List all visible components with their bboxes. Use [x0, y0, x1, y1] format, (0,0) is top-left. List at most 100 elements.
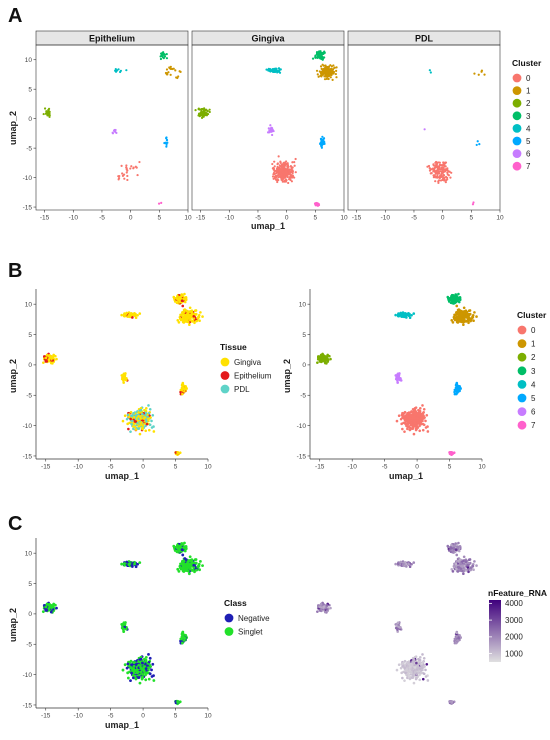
data-point — [179, 388, 183, 392]
data-point — [462, 306, 466, 310]
data-point — [271, 68, 274, 72]
data-point — [335, 66, 338, 69]
data-point — [320, 139, 324, 142]
data-point — [311, 57, 315, 60]
data-point — [125, 164, 128, 167]
data-point — [459, 320, 463, 323]
data-point — [276, 165, 279, 169]
data-point — [184, 296, 188, 299]
data-point — [403, 430, 406, 433]
data-point — [135, 166, 138, 169]
data-point — [407, 425, 411, 429]
data-point — [316, 73, 319, 76]
data-point — [175, 545, 179, 549]
data-point — [395, 624, 399, 628]
data-point — [136, 421, 139, 425]
data-point — [291, 176, 294, 179]
data-point — [148, 656, 152, 660]
data-point — [284, 178, 288, 181]
legend-label: Epithelium — [234, 372, 272, 381]
data-point — [134, 420, 138, 423]
data-point — [48, 111, 51, 114]
data-point — [319, 65, 323, 68]
data-point — [276, 169, 279, 172]
data-point — [446, 176, 449, 179]
data-point — [271, 167, 274, 170]
data-point — [185, 313, 188, 316]
data-point — [443, 177, 446, 180]
data-point — [44, 356, 48, 360]
x-tick-label: -15 — [41, 713, 51, 720]
data-point — [402, 421, 405, 425]
data-point — [122, 372, 126, 376]
x-axis-title-c-left: umap_1 — [105, 720, 139, 730]
data-point — [293, 176, 296, 179]
data-point — [418, 418, 422, 421]
data-point — [180, 562, 184, 566]
data-point — [139, 421, 143, 425]
y-tick-label: 5 — [302, 332, 306, 339]
data-point — [457, 541, 460, 545]
data-point — [326, 75, 329, 78]
data-point — [129, 410, 133, 414]
data-point — [315, 53, 319, 56]
legend-cluster-b: Cluster 0 1 2 3 4 5 6 7 — [517, 310, 547, 430]
colorbar-label: 2000 — [505, 633, 523, 642]
data-point — [446, 295, 450, 299]
x-tick-label: -10 — [347, 464, 357, 471]
legend-label: 4 — [526, 124, 531, 133]
data-point — [139, 666, 143, 669]
data-point — [163, 141, 166, 145]
data-point — [139, 417, 142, 420]
data-point — [429, 71, 432, 74]
x-tick-label: 5 — [448, 464, 452, 471]
panel-letter-c: C — [8, 513, 22, 535]
x-tick-label: -5 — [255, 215, 261, 222]
data-point — [195, 568, 198, 572]
data-point — [314, 202, 317, 205]
data-point — [141, 427, 144, 431]
legend-label: Negative — [238, 614, 270, 623]
data-point — [144, 424, 147, 428]
data-point — [134, 428, 138, 431]
panel-frame — [35, 44, 189, 211]
data-point — [394, 562, 397, 566]
data-point — [483, 73, 486, 76]
data-point — [271, 133, 274, 137]
data-point — [444, 168, 447, 171]
data-point — [408, 565, 412, 569]
data-point — [453, 639, 456, 643]
data-point — [165, 145, 168, 148]
data-point — [318, 356, 322, 360]
data-point — [179, 390, 182, 394]
data-point — [175, 297, 179, 300]
data-point — [443, 170, 446, 173]
data-point — [322, 605, 326, 608]
data-point — [412, 312, 416, 315]
data-point — [141, 412, 144, 416]
data-point — [441, 170, 444, 173]
data-point — [206, 109, 209, 113]
data-point — [141, 672, 144, 676]
data-point — [411, 676, 415, 679]
data-point — [321, 135, 324, 138]
data-point — [144, 678, 148, 682]
data-point — [204, 111, 208, 114]
data-point — [185, 562, 189, 566]
data-point — [147, 653, 150, 656]
data-point — [437, 180, 440, 183]
data-point — [333, 66, 336, 69]
data-point — [418, 673, 421, 677]
data-point — [456, 639, 460, 642]
data-point — [401, 427, 404, 431]
data-point — [119, 69, 123, 72]
x-axis-title-b-right: umap_1 — [389, 471, 423, 481]
data-point — [133, 425, 137, 429]
data-point — [157, 202, 161, 205]
data-point — [317, 355, 320, 358]
data-point — [182, 316, 186, 320]
data-point — [184, 558, 188, 561]
data-point — [401, 314, 405, 317]
data-point — [451, 321, 455, 324]
